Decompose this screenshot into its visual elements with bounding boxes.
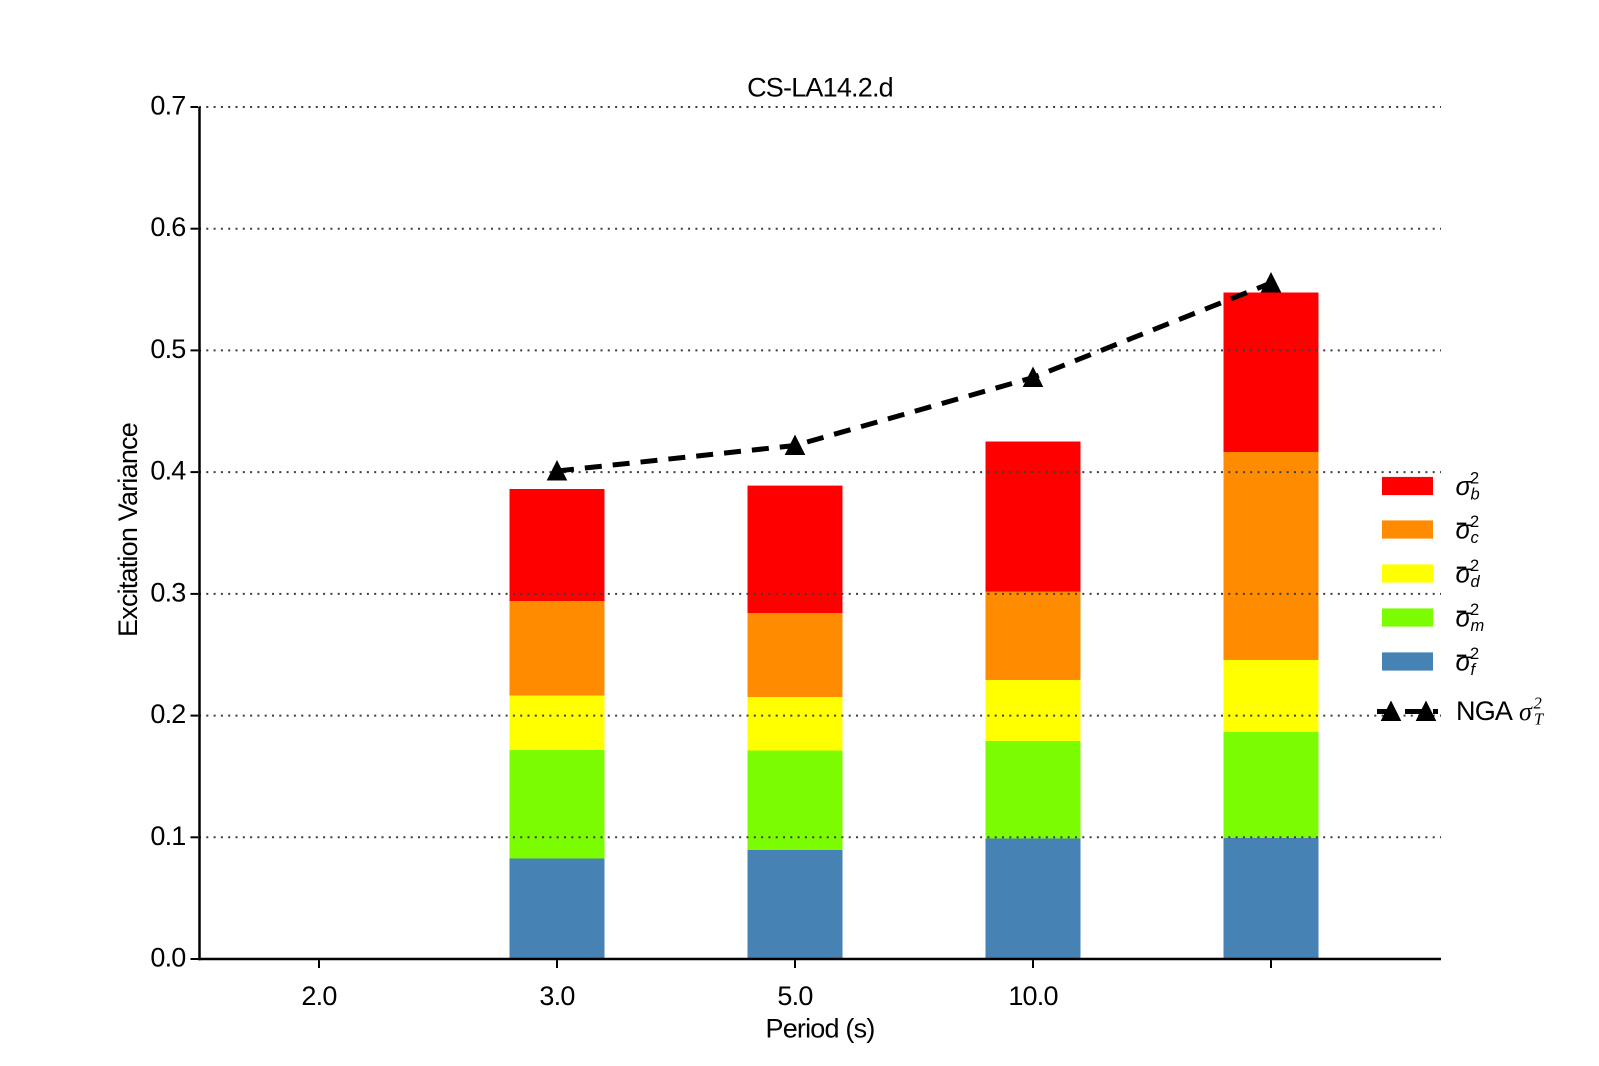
svg-text:NGA: NGA — [1456, 696, 1513, 726]
svg-text:10.0: 10.0 — [1008, 981, 1057, 1011]
svg-text:σ: σ — [1456, 646, 1473, 676]
svg-text:2: 2 — [1470, 513, 1479, 531]
svg-text:CS-LA14.2.d: CS-LA14.2.d — [747, 73, 893, 103]
svg-text:σ: σ — [1519, 697, 1533, 726]
svg-text:Excitation Variance: Excitation Variance — [113, 423, 143, 637]
svg-text:0.4: 0.4 — [150, 456, 186, 486]
svg-text:2: 2 — [1470, 557, 1479, 575]
svg-text:2.0: 2.0 — [301, 981, 336, 1011]
svg-text:0.7: 0.7 — [150, 91, 185, 121]
svg-text:2: 2 — [1470, 645, 1479, 663]
svg-text:2: 2 — [1470, 601, 1479, 619]
svg-text:f: f — [1471, 661, 1478, 679]
svg-text:m: m — [1471, 617, 1485, 635]
svg-text:c: c — [1471, 529, 1480, 547]
svg-text:d: d — [1471, 573, 1481, 591]
svg-text:2: 2 — [1534, 694, 1542, 713]
svg-text:3.0: 3.0 — [539, 981, 574, 1011]
svg-text:0.6: 0.6 — [150, 212, 185, 242]
svg-text:0.5: 0.5 — [150, 334, 185, 364]
svg-text:σ: σ — [1456, 558, 1473, 588]
svg-text:σ: σ — [1456, 602, 1473, 632]
svg-text:0.2: 0.2 — [150, 699, 185, 729]
svg-text:5.0: 5.0 — [777, 981, 812, 1011]
svg-text:σ: σ — [1456, 514, 1473, 544]
svg-text:0.1: 0.1 — [150, 821, 185, 851]
svg-text:0.0: 0.0 — [150, 943, 185, 973]
svg-text:T: T — [1534, 710, 1545, 729]
svg-text:2: 2 — [1470, 469, 1479, 487]
svg-text:Period (s): Period (s) — [765, 1014, 874, 1044]
svg-text:b: b — [1471, 485, 1480, 503]
svg-text:σ: σ — [1456, 471, 1473, 501]
svg-text:0.3: 0.3 — [150, 577, 185, 607]
